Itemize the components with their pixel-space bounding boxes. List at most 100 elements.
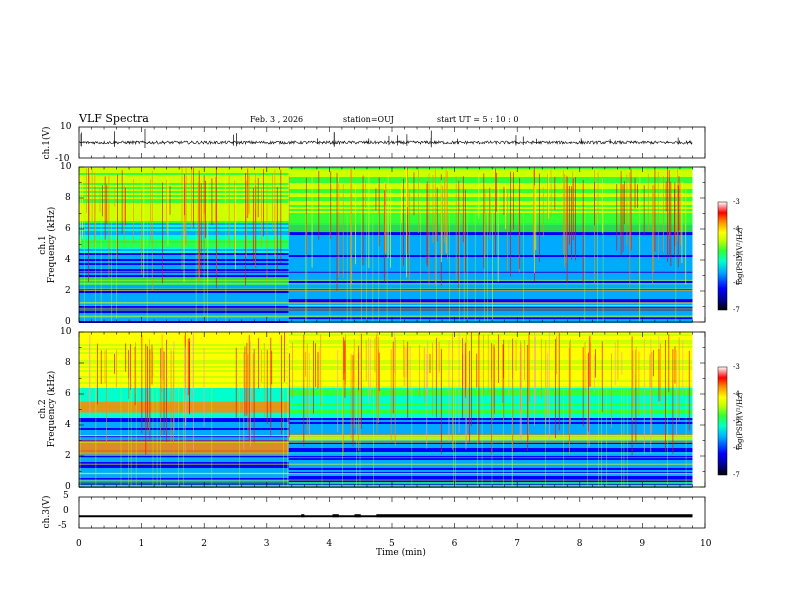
spec-row bbox=[79, 173, 289, 175]
spec-ytick-label: 8 bbox=[65, 193, 71, 203]
spec-row bbox=[288, 175, 693, 177]
spec-row bbox=[288, 251, 693, 253]
spec-row bbox=[288, 406, 693, 408]
spec-band bbox=[288, 222, 693, 233]
spec-row bbox=[79, 480, 289, 482]
spec-row bbox=[288, 386, 693, 388]
ch1-ytick-top: 10 bbox=[60, 122, 72, 132]
spec-row bbox=[288, 448, 693, 450]
spec-row bbox=[288, 398, 693, 400]
x-axis-label: Time (min) bbox=[376, 548, 426, 558]
spec-row bbox=[79, 460, 289, 462]
spec-row bbox=[288, 370, 693, 372]
spec-row bbox=[79, 478, 289, 480]
spec-row bbox=[288, 209, 693, 211]
colorbar-tick-label: -4 bbox=[733, 225, 740, 233]
spec-row bbox=[288, 289, 693, 291]
spec-row bbox=[288, 444, 693, 446]
spec-row bbox=[79, 336, 289, 338]
spec-row bbox=[79, 386, 289, 388]
spec-row bbox=[288, 364, 693, 366]
ch3-signal-panel bbox=[79, 514, 693, 518]
spec-row bbox=[79, 358, 289, 360]
spec-row bbox=[288, 257, 693, 259]
spec-row bbox=[288, 354, 693, 356]
spec-row bbox=[288, 171, 693, 173]
spec-row bbox=[288, 342, 693, 344]
colorbar-tick-label: -7 bbox=[733, 471, 740, 479]
spec-row bbox=[79, 364, 289, 366]
spec-row bbox=[288, 474, 693, 476]
spec-row bbox=[288, 390, 693, 392]
spec-row bbox=[288, 446, 693, 448]
spec-row bbox=[288, 404, 693, 406]
spec-row bbox=[288, 195, 693, 197]
spec-row bbox=[288, 183, 693, 185]
spec-row bbox=[288, 478, 693, 480]
spec-row bbox=[288, 458, 693, 460]
spec-row bbox=[288, 400, 693, 402]
spec-row bbox=[288, 460, 693, 462]
spec-ytick-label: 6 bbox=[65, 389, 71, 399]
spec-row bbox=[79, 456, 289, 458]
spec-row bbox=[79, 412, 289, 414]
ch1-ytick-bottom: -10 bbox=[55, 154, 70, 164]
spec-ytick-label: 0 bbox=[65, 317, 71, 327]
spec-row bbox=[288, 253, 693, 255]
spec-row bbox=[288, 265, 693, 267]
spec-row bbox=[79, 181, 289, 183]
spec-row bbox=[288, 466, 693, 468]
spec-ytick-label: 4 bbox=[65, 420, 71, 430]
spec-row bbox=[288, 424, 693, 426]
chart-title: VLF Spectra bbox=[79, 112, 149, 125]
spec-row bbox=[288, 193, 693, 195]
spec-row bbox=[288, 468, 693, 470]
spec-row bbox=[79, 334, 289, 336]
spec-row bbox=[79, 430, 289, 432]
spec-row bbox=[79, 340, 289, 342]
spec-row bbox=[288, 273, 693, 275]
colorbar-tick-label: -6 bbox=[733, 279, 740, 287]
spec-row bbox=[79, 293, 289, 295]
spec-row bbox=[288, 426, 693, 428]
spec-row bbox=[288, 303, 693, 305]
spec-row bbox=[288, 484, 693, 486]
spec-row bbox=[288, 213, 693, 215]
spec-row bbox=[288, 189, 693, 191]
spec-row bbox=[288, 344, 693, 346]
spec-row bbox=[79, 299, 289, 301]
spec-row bbox=[288, 368, 693, 370]
spec-row bbox=[288, 269, 693, 271]
spec-ytick-label: 6 bbox=[65, 224, 71, 234]
spec-row bbox=[288, 191, 693, 193]
spec-row bbox=[79, 426, 289, 428]
colorbar-tick-label: -5 bbox=[733, 252, 740, 260]
header-date: Feb. 3 , 2026 bbox=[250, 115, 304, 124]
ch3-pulse bbox=[332, 514, 339, 518]
spec-row bbox=[79, 315, 289, 317]
x-tick-label: 3 bbox=[263, 539, 270, 549]
spec-ytick-label: 2 bbox=[65, 451, 71, 461]
spec-row bbox=[79, 344, 289, 346]
spec-row bbox=[288, 203, 693, 205]
spec-ytick-label: 0 bbox=[65, 482, 71, 492]
spec-row bbox=[288, 380, 693, 382]
spec-row bbox=[79, 384, 289, 386]
ch1-waveform-panel bbox=[78, 128, 693, 148]
ch1-waveform-trace bbox=[78, 139, 693, 146]
spec-row bbox=[288, 356, 693, 358]
colorbar-1 bbox=[717, 201, 728, 311]
spec-row bbox=[288, 414, 693, 416]
spec-row bbox=[79, 420, 289, 422]
spec-row bbox=[288, 464, 693, 466]
colorbar-1-label: log(PSD)(V²/Hz) bbox=[736, 227, 744, 285]
x-tick-label: 7 bbox=[514, 539, 520, 549]
spec-row bbox=[79, 454, 289, 456]
ch1-waveform-ylabel: ch.1(V) bbox=[42, 126, 52, 160]
spec-row bbox=[288, 299, 693, 301]
spec-row bbox=[288, 267, 693, 269]
spec-row bbox=[288, 301, 693, 303]
spec-row bbox=[79, 400, 289, 402]
spec-row bbox=[79, 177, 289, 179]
spec-row bbox=[79, 291, 289, 293]
